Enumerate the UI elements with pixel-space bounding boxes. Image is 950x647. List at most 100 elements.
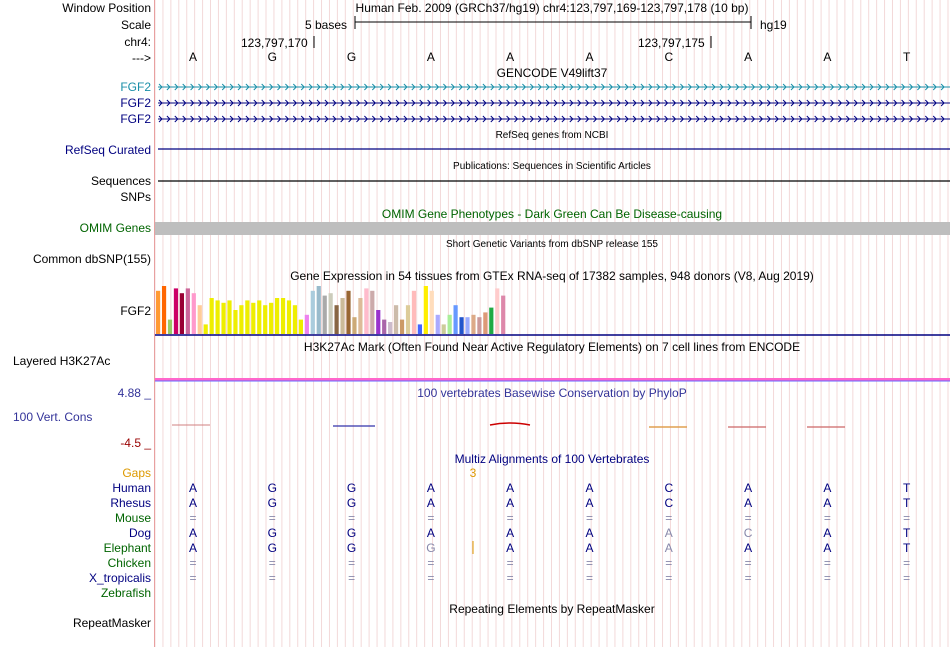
gtex-tissue-bar [215, 300, 220, 334]
gtex-tissue-bar [483, 312, 488, 334]
aligned-base: = [427, 556, 435, 570]
species-label-zebrafish[interactable]: Zebrafish [100, 586, 151, 600]
aligned-base: = [268, 571, 276, 585]
gencode-transcript-1[interactable] [158, 83, 950, 91]
reference-base: A [744, 50, 753, 64]
species-label-rhesus[interactable]: Rhesus [110, 496, 151, 510]
gtex-tissue-bar [203, 324, 208, 334]
layered-h3k27ac-label[interactable]: Layered H3K27Ac [13, 354, 111, 368]
h3k27ac-signal[interactable] [155, 378, 950, 381]
gtex-tissue-bar [364, 288, 369, 334]
aligned-base: A [585, 496, 594, 510]
gap-count: 3 [469, 466, 477, 480]
aligned-base: A [188, 526, 198, 540]
repeatmasker-label[interactable]: RepeatMasker [72, 616, 151, 630]
aligned-base: = [348, 556, 356, 570]
aligned-base: = [903, 511, 911, 525]
refseq-track-title[interactable]: RefSeq genes from NCBI [495, 130, 609, 141]
omim-track-title[interactable]: OMIM Gene Phenotypes - Dark Green Can Be… [381, 207, 723, 221]
gtex-tissue-bar [227, 300, 232, 334]
aligned-base: = [268, 511, 276, 525]
repeatmasker-track-title[interactable]: Repeating Elements by RepeatMasker [449, 602, 655, 616]
aligned-base: = [665, 571, 673, 585]
track-graphics [155, 0, 950, 647]
strand-arrow-label[interactable]: ---> [132, 51, 151, 65]
h3k27ac-track-title[interactable]: H3K27Ac Mark (Often Found Near Active Re… [303, 340, 801, 354]
species-label-chicken[interactable]: Chicken [107, 556, 151, 570]
reference-base: A [426, 50, 435, 64]
phylop-track-title[interactable]: 100 vertebrates Basewise Conservation by… [417, 386, 687, 400]
gtex-track-title[interactable]: Gene Expression in 54 tissues from GTEx … [290, 269, 814, 283]
species-label-elephant[interactable]: Elephant [103, 541, 151, 555]
omim-genes-label[interactable]: OMIM Genes [79, 221, 151, 235]
gtex-tissue-bar [310, 290, 315, 334]
phylop-track-label[interactable]: 100 Vert. Cons [13, 410, 93, 424]
aligned-base: A [188, 481, 198, 495]
aligned-base: = [189, 511, 197, 525]
coord-left: 123,797,170 [241, 36, 308, 50]
aligned-base: = [665, 511, 673, 525]
aligned-base: G [267, 526, 277, 540]
gtex-tissue-bar [423, 286, 428, 334]
gtex-tissue-bar [316, 286, 321, 334]
gtex-expression-bars[interactable] [156, 286, 506, 334]
gencode-fgf2-label-2[interactable]: FGF2 [120, 96, 151, 110]
gencode-transcript-2[interactable] [158, 99, 950, 107]
multiz-track-title[interactable]: Multiz Alignments of 100 Vertebrates [454, 452, 650, 466]
aligned-base: A [744, 481, 753, 495]
aligned-base: A [426, 481, 435, 495]
gtex-tissue-bar [185, 288, 190, 334]
aligned-base: G [267, 496, 277, 510]
species-label-x_tropicalis[interactable]: X_tropicalis [88, 571, 151, 585]
aligned-base: = [903, 556, 911, 570]
window-position-label[interactable]: Window Position [62, 1, 151, 15]
reference-base: G [346, 50, 357, 64]
aligned-base: A [506, 481, 515, 495]
assembly-position-text: Human Feb. 2009 (GRCh37/hg19) chr4:123,7… [355, 1, 749, 15]
aligned-base: G [346, 481, 357, 495]
aligned-base: A [188, 541, 198, 555]
gtex-tissue-bar [388, 322, 393, 334]
common-dbsnp-label[interactable]: Common dbSNP(155) [32, 252, 151, 266]
gtex-fgf2-label[interactable]: FGF2 [120, 304, 151, 318]
gencode-transcript-3[interactable] [158, 115, 950, 123]
gencode-fgf2-label-1[interactable]: FGF2 [120, 80, 151, 94]
species-label-mouse[interactable]: Mouse [114, 511, 151, 525]
aligned-base: = [189, 571, 197, 585]
reference-base: C [664, 50, 674, 64]
reference-base: A [585, 50, 594, 64]
dbsnp-track-title[interactable]: Short Genetic Variants from dbSNP releas… [446, 239, 658, 250]
gtex-tissue-bar [429, 290, 434, 334]
omim-phenotype-bar[interactable] [155, 222, 950, 235]
publications-track-title[interactable]: Publications: Sequences in Scientific Ar… [453, 161, 651, 172]
phylop-signal[interactable] [172, 422, 845, 428]
track-data-area[interactable]: Human Feb. 2009 (GRCh37/hg19) chr4:123,7… [155, 0, 950, 647]
gencode-track-title[interactable]: GENCODE V49lift37 [496, 66, 608, 80]
snps-label[interactable]: SNPs [120, 190, 151, 204]
gtex-tissue-bar [459, 317, 464, 334]
aligned-base: = [585, 556, 594, 570]
gtex-tissue-bar [477, 317, 482, 334]
gaps-label[interactable]: Gaps [122, 466, 151, 480]
aligned-base: A [744, 541, 753, 555]
species-label-dog[interactable]: Dog [128, 526, 151, 540]
species-label-human[interactable]: Human [112, 481, 151, 495]
gtex-tissue-bar [382, 319, 387, 334]
refseq-curated-label[interactable]: RefSeq Curated [64, 143, 151, 157]
aligned-base: = [585, 571, 594, 585]
aligned-base: C [743, 526, 753, 540]
gtex-tissue-bar [435, 314, 440, 334]
scale-label[interactable]: Scale [120, 18, 151, 32]
reference-base: T [903, 50, 911, 64]
sequences-label[interactable]: Sequences [90, 174, 151, 188]
gtex-tissue-bar [453, 305, 458, 334]
aligned-base: T [903, 481, 911, 495]
gtex-tissue-bar [263, 305, 268, 334]
chrom-label[interactable]: chr4: [124, 35, 151, 49]
gtex-tissue-bar [328, 293, 333, 334]
gtex-tissue-bar [298, 319, 303, 334]
aligned-base: A [426, 526, 435, 540]
gencode-fgf2-label-3[interactable]: FGF2 [120, 112, 151, 126]
aligned-base: C [664, 481, 674, 495]
aligned-base: A [426, 496, 435, 510]
